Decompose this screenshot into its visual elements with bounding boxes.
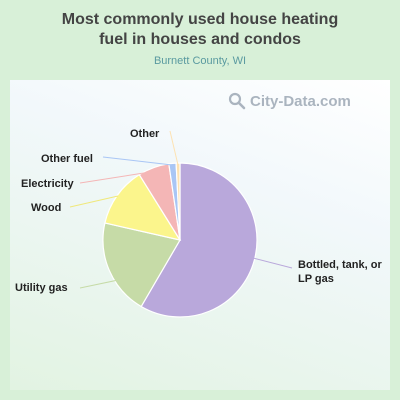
slice-label-5: Other bbox=[130, 128, 160, 140]
slice-label-0: Bottled, tank, or LP gas bbox=[298, 259, 382, 285]
chart-subtitle: Burnett County, WI bbox=[153, 55, 247, 67]
chart-title-line-2: fuel in houses and condos bbox=[99, 31, 301, 48]
pie-slice-2 bbox=[104, 173, 182, 241]
pie-slice-1 bbox=[102, 222, 181, 308]
chart-title-line-1: Most commonly used house heating bbox=[61, 11, 339, 28]
pie-slice-0 bbox=[140, 162, 258, 318]
leader-line-5 bbox=[169, 130, 179, 166]
slice-label-3: Electricity bbox=[21, 178, 74, 190]
slice-label-2: Wood bbox=[31, 202, 61, 214]
watermark-text: City-Data.com bbox=[250, 92, 351, 110]
slice-label-1: Utility gas bbox=[15, 282, 68, 294]
pie-slice-5 bbox=[175, 162, 181, 241]
watermark: City-Data.com bbox=[228, 90, 351, 112]
leader-line-2 bbox=[69, 195, 119, 208]
leader-line-1 bbox=[79, 274, 143, 289]
leader-line-3 bbox=[79, 171, 151, 184]
slice-label-4: Other fuel bbox=[41, 153, 93, 165]
magnifier-icon bbox=[228, 92, 246, 110]
leader-line-0 bbox=[252, 257, 293, 269]
leader-line-4 bbox=[102, 156, 173, 166]
chart-title: Most commonly used house heating fuel in… bbox=[0, 10, 400, 50]
